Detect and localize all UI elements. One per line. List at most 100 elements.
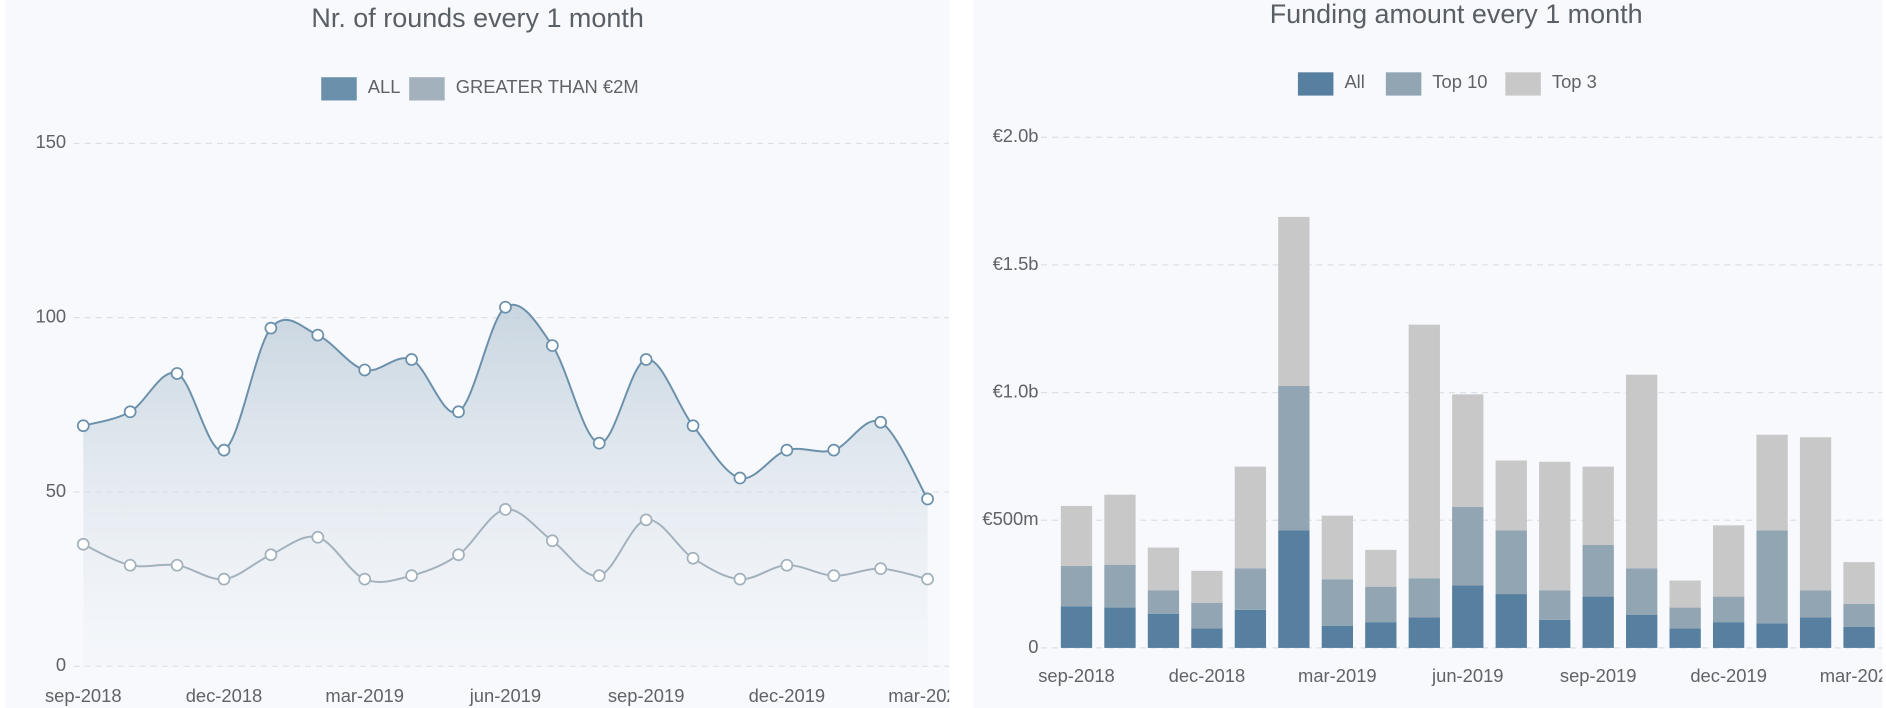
bar-segment [1191,628,1223,648]
bar-segment [1669,580,1701,608]
point [123,405,137,419]
point [921,572,934,586]
bar-segment [1452,394,1484,507]
point [358,572,372,586]
y-tick-label: 150 [35,131,66,152]
bar-segment [1669,628,1701,648]
bar-segment [1104,494,1136,565]
point [76,537,90,551]
legend-swatch [321,77,357,101]
bar-segment [1060,565,1093,607]
bar-segment [1147,590,1180,614]
rounds-chart: Nr. of rounds every 1 month ALL GREATER TH… [35,3,950,706]
bar-segment [1452,585,1484,648]
point [874,562,888,576]
bar-segment [1495,594,1527,648]
bar-segment [1539,619,1571,648]
bar-segment [1712,622,1745,648]
bar-segment [1321,625,1353,648]
bar-segment [1408,324,1440,579]
bar-segment [1582,596,1614,648]
point [358,363,372,377]
point [639,353,653,366]
x-tick-label: jun-2019 [1431,665,1503,686]
bar-segment [1626,374,1658,569]
point [264,548,278,562]
bar-segment [1147,547,1180,591]
bar-segment [1365,549,1397,587]
bar-segment [1582,545,1614,597]
point [545,534,559,548]
bar-segment [1669,607,1701,629]
point [311,530,325,544]
point [170,367,184,380]
bar-segment [1060,606,1093,648]
y-tick-label: 100 [35,306,66,327]
point [827,443,841,457]
bar-segment [1712,525,1745,597]
bar-segment [1799,437,1832,591]
point [170,558,184,572]
point [592,569,606,583]
bar-segment [1626,614,1658,648]
y-tick-label: €2.0b [993,125,1039,146]
legend-swatch [1505,72,1541,96]
point [217,572,231,586]
point [452,548,465,562]
bar-segment [1799,590,1832,618]
x-tick-label: dec-2018 [186,685,263,706]
bar-segment [1321,515,1353,580]
bar-segment [1452,506,1484,586]
x-tick-label: sep-2019 [608,685,685,706]
chart-title: Nr. of rounds every 1 month [311,3,643,33]
x-tick-label: jun-2019 [469,685,541,706]
point [686,419,700,433]
bar-segment [1191,570,1223,603]
bar-segment [1278,216,1310,386]
y-tick-label: 0 [56,654,66,675]
bar-segment [1365,622,1397,648]
bar-segment [1843,562,1875,604]
legend-label: GREATER THAN €2M [456,76,639,97]
bar-segment [1626,568,1658,615]
bar-segment [1712,596,1745,623]
y-tick-label: €1.5b [993,253,1039,274]
point [499,503,512,516]
point [76,419,90,433]
point [217,443,231,457]
point [264,321,278,335]
area [83,304,928,667]
y-tick-label: 50 [46,480,66,501]
x-tick-label: mar-2019 [1298,665,1377,686]
bar-segment [1756,623,1788,648]
bar-segment [1365,586,1397,623]
bar-segment [1234,568,1267,610]
point [780,443,794,457]
bar-segment [1278,530,1310,648]
bar-segment [1321,579,1353,626]
point [639,513,653,527]
point [545,339,559,352]
bar-segment [1495,460,1527,531]
point [592,436,606,450]
legend-swatch [1297,72,1334,96]
x-tick-label: sep-2019 [1560,665,1637,686]
point [733,572,747,586]
funding-chart: Funding amount every 1 month All Top 10 Top… [982,0,1886,686]
bar-segment [1582,466,1614,546]
point [686,551,700,565]
x-tick-label: dec-2019 [749,685,826,706]
bar-segment [1539,461,1571,591]
point [827,569,841,583]
legend-swatch [1385,72,1422,96]
x-tick-label: dec-2019 [1690,665,1767,686]
point [311,328,325,342]
bar-segment [1278,385,1310,531]
y-tick-label: €500m [982,508,1038,529]
bar-segment [1234,609,1267,648]
y-tick-label: 0 [1028,636,1038,657]
point [921,492,934,506]
bar-segment [1843,603,1875,627]
x-tick-label: mar-2020 [1820,665,1886,686]
